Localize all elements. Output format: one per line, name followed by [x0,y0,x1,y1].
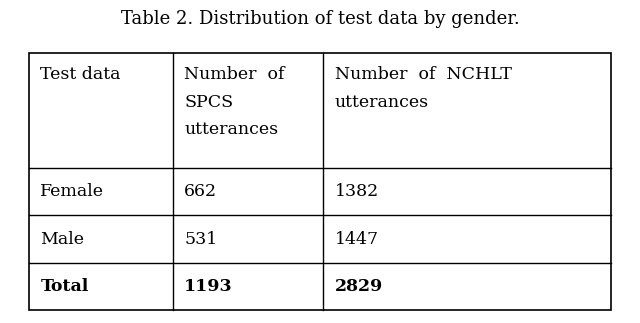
Text: 1382: 1382 [335,183,379,200]
Text: Number  of  NCHLT
utterances: Number of NCHLT utterances [335,66,511,110]
Text: Total: Total [40,278,89,295]
Text: 2829: 2829 [335,278,383,295]
Text: 662: 662 [184,183,218,200]
Text: Table 2. Distribution of test data by gender.: Table 2. Distribution of test data by ge… [120,10,520,28]
Text: 1447: 1447 [335,231,379,247]
Text: Female: Female [40,183,104,200]
Text: Number  of
SPCS
utterances: Number of SPCS utterances [184,66,285,138]
Text: Male: Male [40,231,84,247]
Text: 531: 531 [184,231,218,247]
Text: Test data: Test data [40,66,121,83]
Text: 1193: 1193 [184,278,233,295]
